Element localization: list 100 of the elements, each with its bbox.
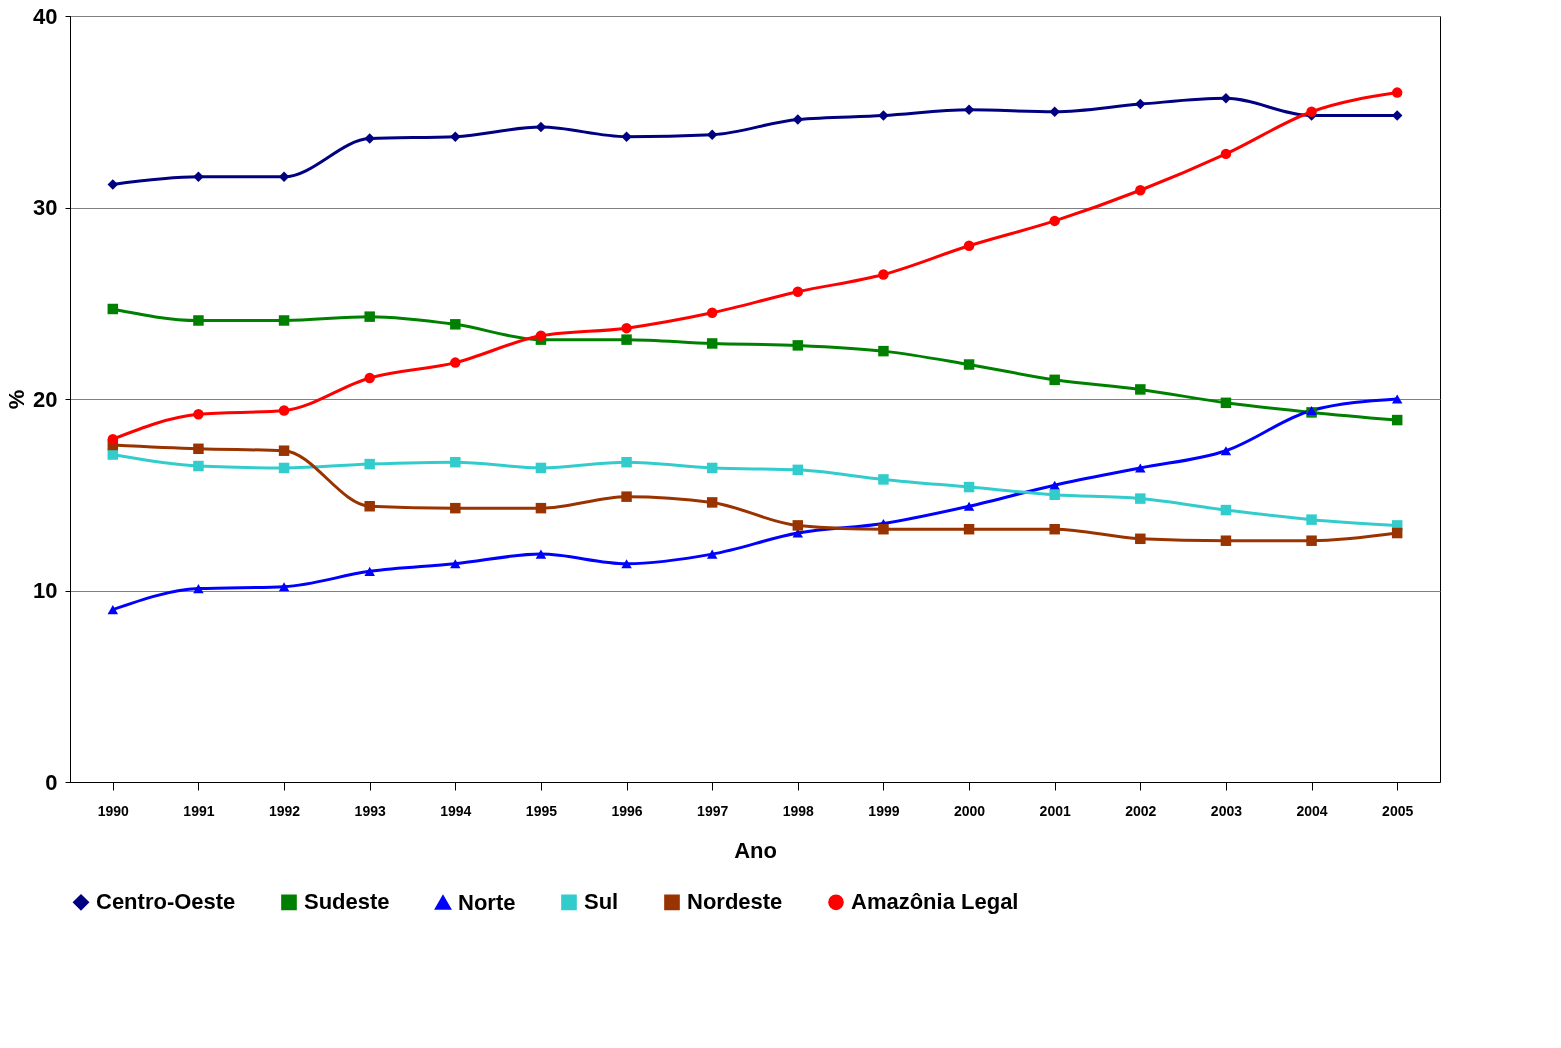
legend-label: Amazônia Legal (851, 889, 1019, 915)
x-tick-label: 1996 (611, 802, 643, 819)
point (1306, 514, 1317, 525)
point (1135, 493, 1146, 504)
point (193, 584, 204, 594)
point (535, 549, 547, 559)
point (535, 502, 547, 514)
point (450, 559, 461, 569)
point (963, 104, 975, 116)
point (450, 357, 461, 368)
point (278, 315, 290, 326)
point (1391, 394, 1403, 404)
point (1049, 480, 1060, 490)
point (706, 549, 718, 559)
point (706, 307, 718, 319)
point (193, 171, 204, 183)
x-tick-label: 2005 (1382, 802, 1414, 819)
point (1306, 535, 1317, 546)
point (107, 303, 119, 315)
point (107, 433, 119, 445)
point (1049, 106, 1060, 117)
y-tick-label: 30 (33, 195, 58, 220)
point (450, 502, 461, 514)
x-tick-label: 2003 (1210, 802, 1243, 819)
x-axis-title: Ano (734, 837, 777, 863)
point (107, 179, 119, 190)
point (621, 322, 632, 334)
point (107, 605, 119, 615)
point (1220, 535, 1232, 546)
point (792, 464, 804, 476)
point (364, 458, 375, 470)
x-tick-label: 1993 (354, 802, 386, 819)
x-tick-label: 1995 (525, 802, 558, 819)
point (278, 582, 290, 592)
x-tick-label: 1998 (782, 802, 815, 819)
point (450, 319, 461, 330)
x-tick-label: 1991 (183, 802, 215, 819)
point (1220, 446, 1232, 456)
x-tick-label: 1990 (97, 802, 130, 819)
point (963, 481, 975, 493)
point (193, 460, 204, 472)
point (1049, 374, 1060, 386)
legend-label: Sul (584, 889, 619, 915)
y-tick-label: 20 (33, 386, 58, 412)
point (107, 449, 119, 460)
point (963, 240, 975, 252)
point (792, 520, 804, 531)
point (450, 131, 461, 142)
x-tick-label: 1997 (697, 802, 729, 819)
point (1306, 106, 1317, 117)
point (364, 566, 375, 576)
legend-label: Norte (458, 889, 516, 915)
point (792, 114, 804, 125)
x-tick-label: 1999 (868, 802, 900, 819)
point (792, 340, 804, 351)
point (706, 497, 718, 508)
point (878, 110, 889, 121)
point (621, 131, 632, 142)
point (1391, 527, 1403, 539)
point (792, 286, 804, 297)
point (1135, 98, 1146, 110)
point (364, 311, 375, 322)
point (193, 443, 204, 455)
point (878, 269, 889, 280)
y-tick-label: 10 (33, 578, 58, 603)
x-tick-label: 2000 (953, 802, 986, 819)
point (963, 359, 975, 370)
point (621, 491, 632, 502)
point (621, 559, 632, 569)
point (1135, 463, 1146, 473)
point (706, 462, 718, 474)
point (193, 315, 204, 326)
point (1391, 414, 1403, 426)
x-tick-label: 1992 (268, 802, 301, 819)
point (535, 462, 547, 474)
point (878, 474, 889, 485)
x-tick-label: 2004 (1296, 802, 1328, 819)
point (364, 501, 375, 512)
point (278, 445, 290, 456)
point (278, 405, 290, 416)
x-tick-label: 2002 (1125, 802, 1157, 819)
point (621, 456, 632, 468)
legend-label: Sudeste (304, 889, 390, 915)
point (1220, 148, 1232, 160)
legend-label: Nordeste (687, 889, 783, 915)
point (878, 345, 889, 357)
point (1049, 489, 1060, 500)
x-tick-label: 1994 (440, 802, 472, 819)
legend-label: Centro-Oeste (96, 889, 236, 915)
point (1049, 523, 1060, 535)
x-tick-label: 2001 (1039, 802, 1071, 819)
point (364, 372, 375, 384)
point (963, 523, 975, 535)
point (278, 462, 290, 474)
point (193, 409, 204, 420)
point (1135, 533, 1146, 545)
point (364, 133, 375, 144)
point (1135, 384, 1146, 395)
point (878, 523, 889, 535)
point (963, 501, 975, 511)
